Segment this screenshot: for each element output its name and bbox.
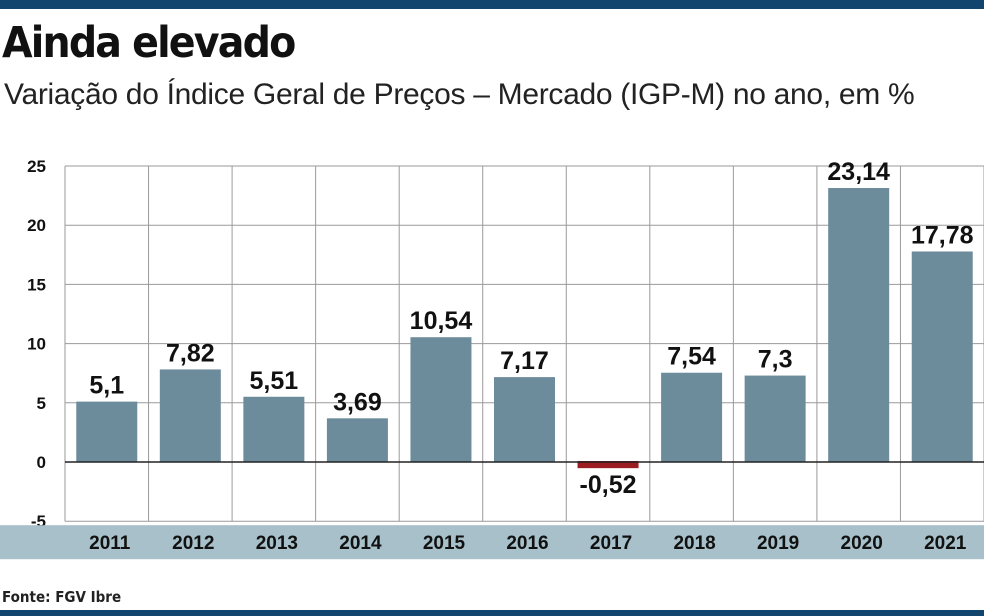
x-tick-label: 2011 xyxy=(89,533,131,554)
x-tick-label: 2015 xyxy=(423,533,466,554)
bar xyxy=(243,396,305,462)
bar xyxy=(410,337,472,462)
x-tick-label: 2012 xyxy=(172,533,214,554)
x-tick-label: 2018 xyxy=(673,533,715,554)
y-tick-label: 0 xyxy=(37,453,46,472)
y-tick-label: 25 xyxy=(27,157,46,176)
x-tick-label: 2020 xyxy=(841,533,883,554)
y-tick-label: 20 xyxy=(27,216,46,235)
x-tick-label: 2014 xyxy=(339,533,382,554)
chart-title: Ainda elevado xyxy=(2,18,296,68)
bar xyxy=(911,251,973,462)
y-tick-label: 15 xyxy=(27,275,46,294)
bar xyxy=(326,418,388,462)
data-label: 7,54 xyxy=(667,343,716,371)
data-label: 10,54 xyxy=(410,307,473,335)
bar xyxy=(494,377,555,462)
data-label: 17,78 xyxy=(911,221,974,249)
bar xyxy=(661,372,723,462)
data-label: 7,82 xyxy=(166,339,215,367)
data-label: -0,52 xyxy=(580,471,637,499)
source-note: Fonte: FGV Ibre xyxy=(2,588,122,606)
bar xyxy=(577,461,639,469)
x-axis-band xyxy=(0,525,984,560)
y-tick-label: 10 xyxy=(27,335,46,354)
x-tick-label: 2016 xyxy=(506,533,548,554)
top-border-bar xyxy=(0,0,984,9)
chart-subtitle: Variação do Índice Geral de Preços – Mer… xyxy=(4,78,915,111)
x-tick-label: 2021 xyxy=(924,533,967,554)
y-tick-label: 5 xyxy=(37,394,46,413)
data-label: 5,51 xyxy=(250,367,299,395)
bar xyxy=(159,369,221,462)
bottom-border-bar xyxy=(0,610,984,616)
data-label: 3,69 xyxy=(333,388,382,416)
data-label: 5,1 xyxy=(89,372,124,400)
data-label: 7,17 xyxy=(500,347,549,375)
bar xyxy=(828,188,890,462)
bar xyxy=(76,401,138,462)
bar xyxy=(744,375,806,462)
x-tick-label: 2019 xyxy=(757,533,799,554)
x-tick-label: 2013 xyxy=(256,533,298,554)
data-label: 7,3 xyxy=(758,346,793,374)
data-label: 23,14 xyxy=(827,158,890,186)
x-tick-label: 2017 xyxy=(590,533,632,554)
